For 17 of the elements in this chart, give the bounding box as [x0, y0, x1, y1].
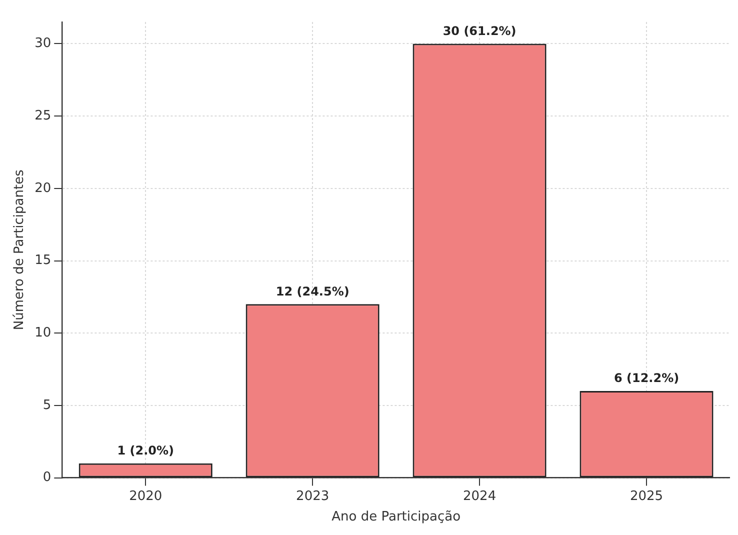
y-tick-label: 0	[42, 470, 52, 486]
x-tick-label: 2020	[129, 488, 162, 504]
y-tick-label: 5	[42, 398, 52, 413]
y-tick-label: 30	[34, 36, 52, 52]
x-tick-label: 2023	[296, 488, 330, 504]
y-tick-label: 10	[34, 325, 52, 340]
data-label: 6 (12.2%)	[614, 371, 680, 386]
data-label: 30 (61.2%)	[442, 24, 516, 38]
y-tick-label: 15	[34, 253, 52, 268]
y-axis-title: Número de Participantes	[12, 169, 28, 330]
x-tick-label: 2025	[630, 488, 664, 504]
data-label: 12 (24.5%)	[276, 284, 350, 298]
x-tick-label: 2024	[463, 488, 496, 504]
data-label: 1 (2.0%)	[117, 443, 174, 458]
x-axis-title: Ano de Participação	[332, 510, 461, 525]
y-tick-label: 20	[34, 180, 52, 196]
y-tick-label: 25	[34, 108, 52, 124]
